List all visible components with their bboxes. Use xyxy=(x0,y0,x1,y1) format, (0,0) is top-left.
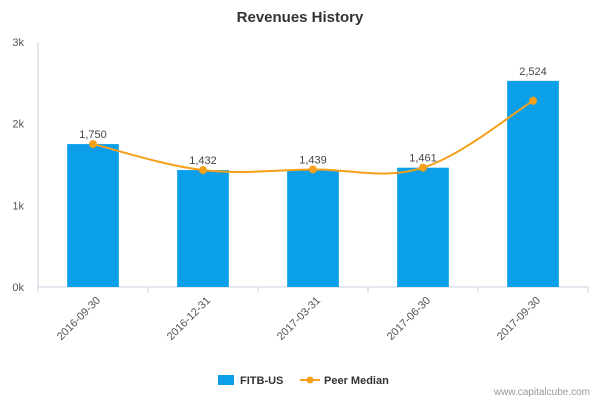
legend-peer-marker xyxy=(306,376,314,384)
x-tick-label: 2016-09-30 xyxy=(55,295,103,343)
y-tick-label: 1k xyxy=(12,200,24,212)
x-tick-label: 2017-09-30 xyxy=(495,295,543,343)
peer-median-point xyxy=(309,165,317,174)
source-credit: www.capitalcube.com xyxy=(493,387,590,398)
bar-data-label: 1,432 xyxy=(189,155,217,167)
legend-fitb-label: FITB-US xyxy=(240,375,283,387)
y-tick-label: 2k xyxy=(12,119,24,131)
x-tick-label: 2017-06-30 xyxy=(385,295,433,343)
y-tick-label: 0k xyxy=(12,282,24,294)
bar-data-label: 1,439 xyxy=(299,154,327,166)
bar xyxy=(287,169,339,287)
legend-peer-label: Peer Median xyxy=(324,375,389,387)
bar-data-label: 2,524 xyxy=(519,66,547,78)
y-axis: 0k 1k 2k 3k xyxy=(12,37,39,294)
peer-median-point xyxy=(529,96,537,105)
bar-data-label: 1,750 xyxy=(79,129,107,141)
y-tick-label: 3k xyxy=(12,37,24,49)
x-tick-label: 2016-12-31 xyxy=(165,295,213,343)
bar-series xyxy=(67,80,559,287)
bar-data-label: 1,461 xyxy=(409,153,437,165)
legend: FITB-US Peer Median xyxy=(218,375,389,387)
peer-median-point xyxy=(199,166,207,175)
bar-data-labels: 1,750 1,432 1,439 1,461 2,524 xyxy=(79,66,547,167)
x-axis: 2016-09-30 2016-12-31 2017-03-31 2017-06-30… xyxy=(37,286,589,343)
bar xyxy=(177,170,229,287)
bar xyxy=(507,80,559,287)
peer-median-point xyxy=(89,140,97,149)
bar xyxy=(397,167,449,287)
chart-title: Revenues History xyxy=(237,9,364,26)
peer-median-series xyxy=(89,96,537,175)
bar xyxy=(67,144,119,287)
legend-fitb-swatch xyxy=(218,375,234,385)
peer-median-point xyxy=(419,163,427,172)
x-tick-label: 2017-03-31 xyxy=(275,295,323,343)
